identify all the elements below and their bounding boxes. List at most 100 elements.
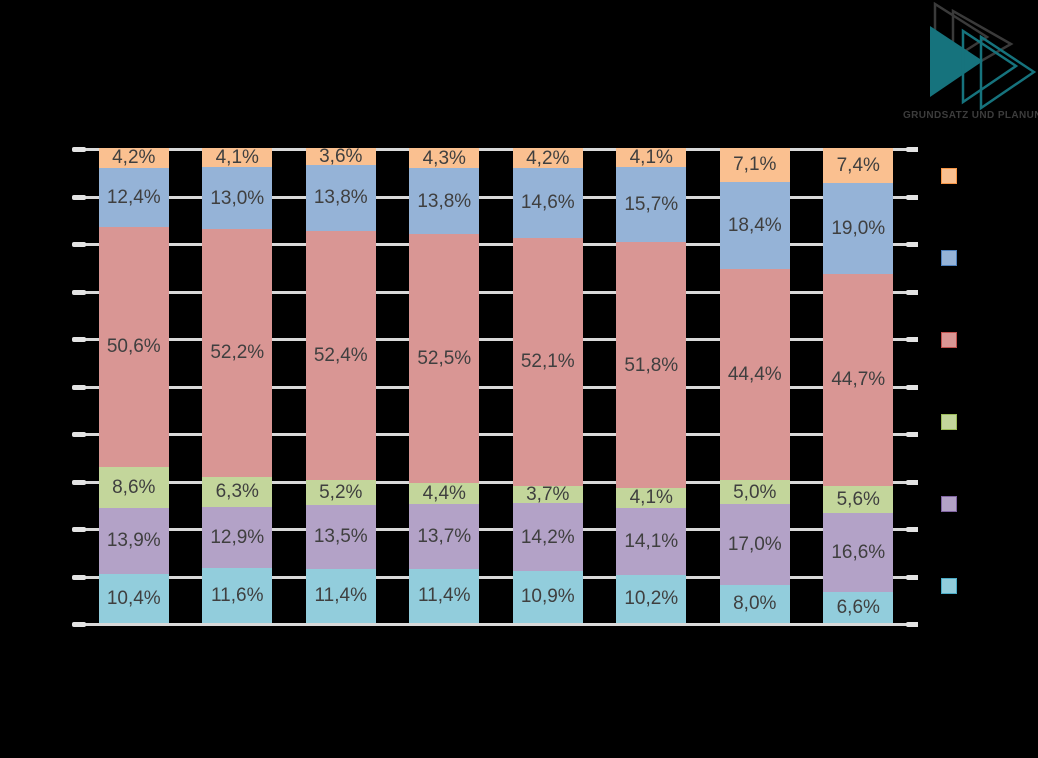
segment-label: 14,2%	[520, 526, 575, 548]
orange-segment: 4,1%	[202, 147, 273, 169]
bar-column-4: 4,3% 13,8% 52,5% 4,4% 13,7% 11,4%	[409, 148, 480, 623]
orange-segment: 4,3%	[409, 148, 480, 169]
teal-segment: 8,0%	[719, 584, 790, 623]
segment-label: 5,2%	[319, 481, 363, 503]
orange-segment: 4,2%	[512, 148, 583, 168]
axis-tick-left	[72, 622, 86, 627]
axis-tick-left	[72, 147, 86, 152]
axis-tick-left	[72, 432, 86, 437]
segment-label: 3,7%	[526, 484, 570, 506]
teal-segment: 6,6%	[823, 591, 894, 623]
segment-label: 12,9%	[210, 526, 265, 548]
axis-tick-right	[906, 289, 918, 295]
teal-segment: 10,2%	[616, 574, 687, 623]
axis-tick-right	[906, 432, 918, 437]
green-segment: 6,3%	[202, 476, 273, 507]
segment-label: 10,4%	[106, 587, 161, 609]
segment-label: 8,0%	[733, 593, 777, 615]
gridline	[82, 290, 910, 294]
axis-tick-right	[906, 622, 918, 627]
purple-segment: 16,6%	[823, 512, 894, 592]
company-logo: GRUNDSATZ UND PLANUNG	[903, 2, 1038, 130]
orange-segment: 7,4%	[823, 148, 894, 184]
segment-label: 44,7%	[831, 369, 886, 391]
legend-swatch-purple-segment	[941, 496, 957, 512]
segment-label: 4,1%	[629, 487, 673, 509]
axis-tick-right	[906, 194, 918, 200]
axis-tick-left	[72, 384, 86, 390]
segment-label: 52,2%	[210, 342, 265, 364]
red-segment: 51,8%	[616, 242, 687, 489]
axis-tick-left	[72, 527, 86, 532]
bar-column-5: 4,2% 14,6% 52,1% 3,7% 14,2% 10,9%	[512, 148, 583, 623]
green-segment: 8,6%	[98, 466, 169, 508]
segment-label: 4,2%	[112, 147, 156, 169]
teal-segment: 11,4%	[305, 568, 376, 623]
axis-tick-right	[906, 147, 918, 152]
axis-tick-right	[906, 574, 918, 580]
axis-tick-left	[72, 289, 86, 295]
segment-label: 10,9%	[520, 586, 575, 608]
blue-segment: 12,4%	[98, 167, 169, 227]
green-segment: 5,0%	[719, 480, 790, 505]
red-segment: 44,4%	[719, 269, 790, 481]
orange-segment: 4,1%	[616, 148, 687, 168]
purple-segment: 12,9%	[202, 506, 273, 568]
gridline	[82, 338, 910, 341]
gridline	[82, 528, 910, 531]
axis-tick-right	[906, 479, 918, 485]
legend-swatch-green-segment	[941, 414, 957, 430]
blue-segment: 13,8%	[305, 165, 376, 231]
purple-segment: 13,9%	[98, 507, 169, 574]
segment-label: 11,6%	[211, 584, 264, 606]
blue-segment: 14,6%	[512, 168, 583, 238]
chart-legend	[941, 0, 971, 758]
segment-label: 11,4%	[418, 585, 471, 607]
axis-tick-right	[906, 384, 918, 390]
teal-segment: 11,4%	[409, 568, 480, 623]
legend-swatch-red-segment	[941, 332, 957, 348]
axis-tick-right	[906, 337, 918, 342]
segment-label: 51,8%	[624, 354, 679, 376]
green-segment: 4,1%	[616, 487, 687, 509]
green-segment: 5,6%	[823, 486, 894, 513]
segment-label: 4,4%	[422, 482, 466, 504]
segment-label: 44,4%	[727, 364, 782, 386]
segment-label: 4,1%	[215, 147, 259, 169]
stacked-bar-chart: 4,2% 12,4% 50,6% 8,6% 13,9% 10,4% 4,1% 13,0% 52,…	[72, 146, 918, 627]
segment-label: 13,9%	[106, 530, 161, 552]
green-segment: 3,7%	[512, 484, 583, 506]
segment-label: 16,6%	[831, 541, 886, 563]
bar-column-7: 7,1% 18,4% 44,4% 5,0% 17,0% 8,0%	[719, 148, 790, 623]
axis-tick-left	[72, 194, 86, 200]
blue-segment: 13,0%	[202, 167, 273, 230]
segment-label: 5,0%	[733, 481, 777, 503]
segment-label: 3,6%	[319, 146, 363, 168]
purple-segment: 13,5%	[305, 504, 376, 569]
segment-label: 7,1%	[733, 154, 777, 176]
segment-label: 52,4%	[313, 344, 368, 366]
logo-caption: GRUNDSATZ UND PLANUNG	[903, 110, 1038, 121]
segment-label: 5,6%	[836, 488, 880, 510]
bar-column-3: 3,6% 13,8% 52,4% 5,2% 13,5% 11,4%	[305, 146, 376, 623]
segment-label: 8,6%	[112, 476, 156, 498]
segment-label: 17,0%	[727, 534, 782, 556]
gridline	[82, 148, 910, 151]
red-segment: 44,7%	[823, 273, 894, 487]
red-segment: 52,5%	[409, 233, 480, 483]
purple-segment: 17,0%	[719, 504, 790, 585]
purple-segment: 13,7%	[409, 503, 480, 569]
segment-label: 52,1%	[520, 351, 575, 373]
segment-label: 13,8%	[417, 190, 472, 212]
teal-segment: 10,4%	[98, 573, 169, 623]
segment-label: 19,0%	[831, 217, 886, 239]
segment-label: 6,3%	[215, 481, 259, 503]
axis-tick-left	[72, 479, 86, 485]
gridline	[82, 480, 910, 484]
segment-label: 50,6%	[106, 336, 161, 358]
bar-column-8: 7,4% 19,0% 44,7% 5,6% 16,6% 6,6%	[823, 148, 894, 623]
axis-tick-left	[72, 337, 86, 342]
segment-label: 11,4%	[314, 585, 367, 607]
axis-tick-left	[72, 242, 86, 247]
